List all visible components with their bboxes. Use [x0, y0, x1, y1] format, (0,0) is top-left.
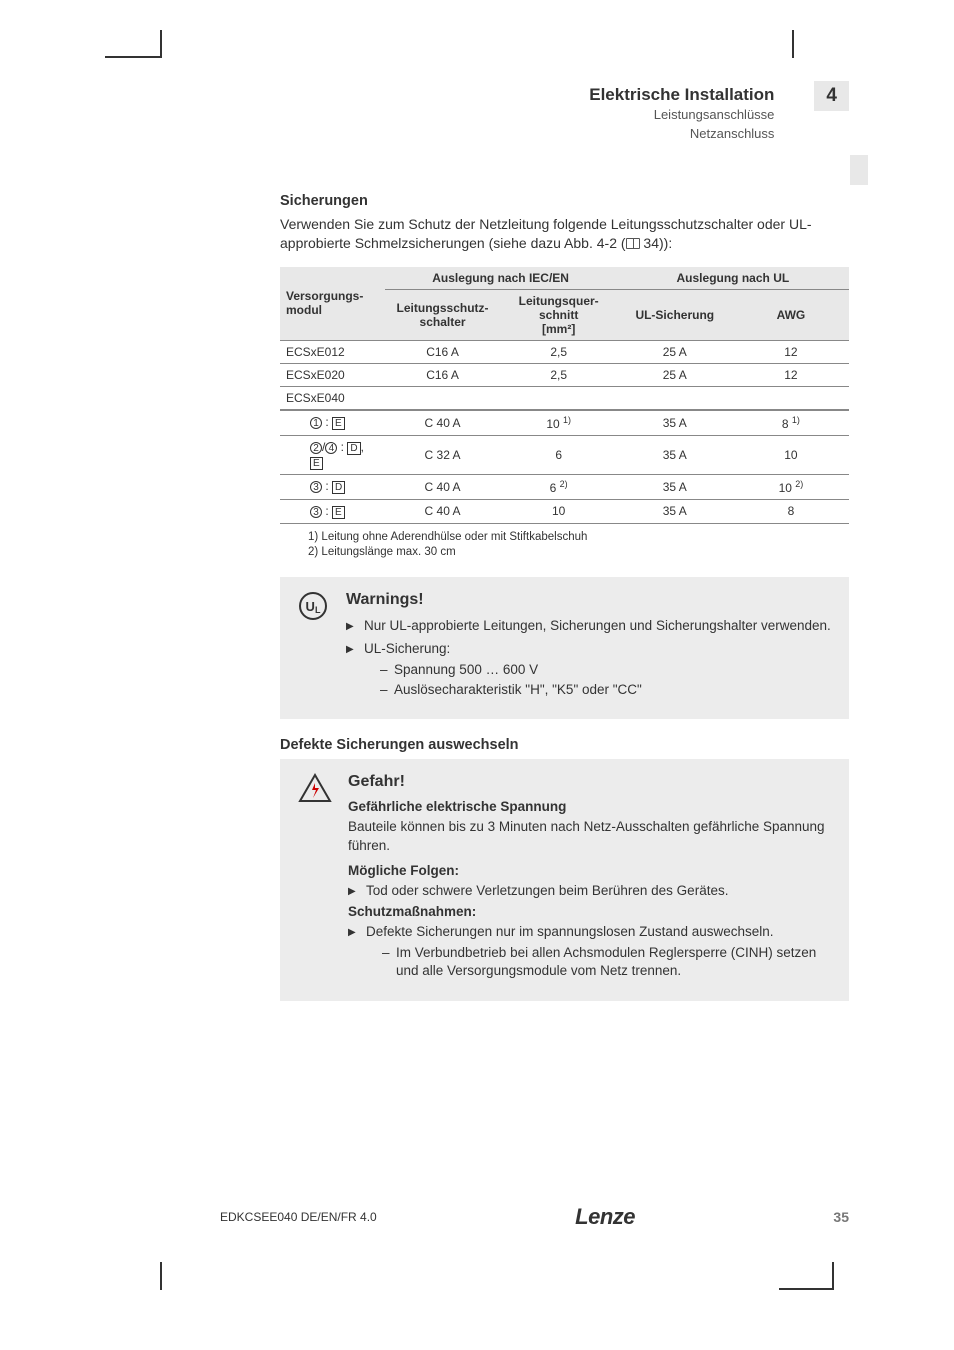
cell: ECSxE040	[280, 386, 849, 410]
warnings-box: UL Warnings! Nur UL-approbierte Leitunge…	[280, 577, 849, 719]
table-row: 1 : E C 40 A 10 1) 35 A 8 1)	[280, 410, 849, 436]
table-row: 3 : D C 40 A 6 2) 35 A 10 2)	[280, 474, 849, 499]
cell: 10 2)	[733, 474, 849, 499]
cell: 10	[501, 499, 617, 523]
cell: C 32 A	[385, 435, 501, 474]
th-awg: AWG	[777, 308, 806, 322]
danger-sub2: Mögliche Folgen:	[348, 863, 831, 878]
cell: 6	[501, 435, 617, 474]
fuses-table: Versorgungs-modul Auslegung nach IEC/EN …	[280, 267, 849, 524]
danger-title: Gefahr!	[348, 773, 831, 791]
cell: C 40 A	[385, 474, 501, 499]
th-ulfuse: UL-Sicherung	[635, 308, 714, 322]
warn-item: Nur UL-approbierte Leitungen, Sicherunge…	[346, 617, 831, 635]
cell: 3 : E	[280, 499, 385, 523]
book-icon	[626, 238, 640, 249]
footer-brand: Lenze	[575, 1204, 635, 1230]
section-fuses-intro: Verwenden Sie zum Schutz der Netzleitung…	[280, 215, 849, 253]
cell: C16 A	[385, 363, 501, 386]
page-footer: EDKCSEE040 DE/EN/FR 4.0 Lenze 35	[220, 1204, 849, 1230]
cell: 12	[733, 363, 849, 386]
cell: ECSxE012	[280, 340, 385, 363]
cell: C16 A	[385, 340, 501, 363]
warn-item: UL-Sicherung: Spannung 500 … 600 V Auslö…	[346, 640, 831, 700]
footnote: 1) Leitung ohne Aderendhülse oder mit St…	[308, 530, 849, 545]
cell: 25 A	[617, 363, 733, 386]
intro-text: Verwenden Sie zum Schutz der Netzleitung…	[280, 216, 812, 251]
danger-text1: Bauteile können bis zu 3 Minuten nach Ne…	[348, 818, 831, 854]
cell: ECSxE020	[280, 363, 385, 386]
cell: 10	[733, 435, 849, 474]
section-fuses-title: Sicherungen	[280, 193, 849, 209]
th-quer: Leitungsquer-schnitt	[519, 294, 599, 322]
header-sub1: Leistungsanschlüsse	[589, 107, 774, 124]
warn-subitem: Spannung 500 … 600 V	[380, 661, 831, 679]
th-ul: Auslegung nach UL	[677, 271, 790, 285]
danger-item: Defekte Sicherungen nur im spannungslose…	[348, 923, 831, 981]
intro-ref: 34)):	[640, 235, 673, 251]
warnings-title: Warnings!	[346, 591, 831, 609]
table-footnotes: 1) Leitung ohne Aderendhülse oder mit St…	[308, 530, 849, 560]
warn-item-label: UL-Sicherung:	[364, 641, 450, 656]
cell: 12	[733, 340, 849, 363]
cell: 2,5	[501, 363, 617, 386]
cell: 25 A	[617, 340, 733, 363]
cell: 2/4 : D, E	[280, 435, 385, 474]
table-row: 3 : E C 40 A 10 35 A 8	[280, 499, 849, 523]
cell: C 40 A	[385, 499, 501, 523]
danger-item: Tod oder schwere Verletzungen beim Berüh…	[348, 882, 831, 900]
cell: 2,5	[501, 340, 617, 363]
th-modul: Versorgungs-modul	[286, 289, 363, 317]
cell: C 40 A	[385, 410, 501, 436]
cell: 6 2)	[501, 474, 617, 499]
danger-item-label: Defekte Sicherungen nur im spannungslose…	[366, 924, 774, 939]
danger-box: Gefahr! Gefährliche elektrische Spannung…	[280, 759, 849, 1000]
danger-sub1: Gefährliche elektrische Spannung	[348, 799, 831, 814]
chapter-number: 4	[814, 81, 849, 111]
footnote: 2) Leitungslänge max. 30 cm	[308, 545, 849, 560]
danger-icon	[298, 773, 332, 984]
header-title: Elektrische Installation	[589, 85, 774, 105]
cell: 35 A	[617, 435, 733, 474]
cell: 35 A	[617, 410, 733, 436]
svg-text:UL: UL	[306, 599, 321, 615]
page-header: Elektrische Installation Leistungsanschl…	[280, 85, 849, 143]
ul-icon: UL	[298, 591, 330, 703]
th-quer-unit: [mm²]	[542, 322, 575, 336]
cell: 35 A	[617, 499, 733, 523]
table-row: 2/4 : D, E C 32 A 6 35 A 10	[280, 435, 849, 474]
danger-subitem: Im Verbundbetrieb bei allen Achsmodulen …	[382, 944, 831, 980]
cell: 8 1)	[733, 410, 849, 436]
th-lss: Leitungsschutz-schalter	[397, 301, 489, 329]
danger-sub3: Schutzmaßnahmen:	[348, 904, 831, 919]
cell: 3 : D	[280, 474, 385, 499]
table-row: ECSxE012 C16 A 2,5 25 A 12	[280, 340, 849, 363]
table-row: ECSxE040	[280, 386, 849, 410]
cell: 1 : E	[280, 410, 385, 436]
cell: 35 A	[617, 474, 733, 499]
th-iec: Auslegung nach IEC/EN	[432, 271, 569, 285]
section-replace-title: Defekte Sicherungen auswechseln	[280, 737, 849, 753]
cell: 10 1)	[501, 410, 617, 436]
warn-subitem: Auslösecharakteristik "H", "K5" oder "CC…	[380, 681, 831, 699]
footer-doc: EDKCSEE040 DE/EN/FR 4.0	[220, 1210, 377, 1224]
side-tab	[850, 155, 868, 185]
table-row: ECSxE020 C16 A 2,5 25 A 12	[280, 363, 849, 386]
footer-pagenum: 35	[833, 1209, 849, 1225]
header-sub2: Netzanschluss	[589, 126, 774, 143]
cell: 8	[733, 499, 849, 523]
